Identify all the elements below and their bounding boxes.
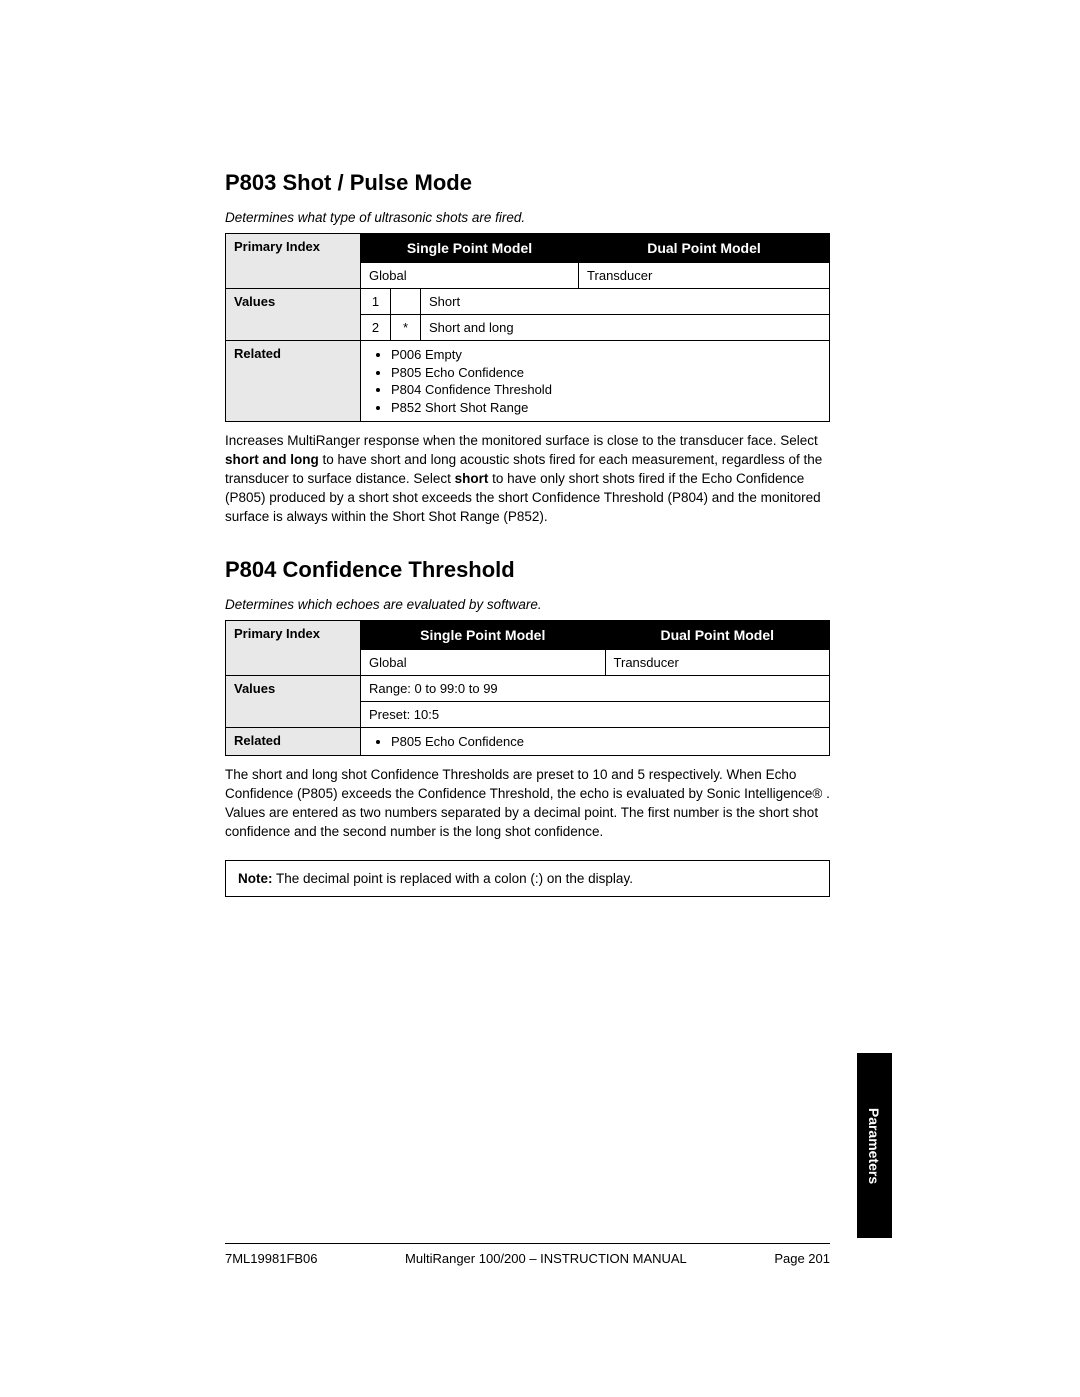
cell-single-point-header-2: Single Point Model [361, 620, 606, 649]
footer-left: 7ML19981FB06 [225, 1251, 318, 1266]
cell-primary-index-label: Primary Index [226, 234, 361, 289]
cell-val2-text: Short and long [421, 315, 830, 341]
cell-values-label: Values [226, 289, 361, 341]
related-item: P805 Echo Confidence [391, 364, 821, 382]
footer-center: MultiRanger 100/200 – INSTRUCTION MANUAL [405, 1251, 687, 1266]
cell-val1-star [391, 289, 421, 315]
note-label: Note: [238, 871, 273, 886]
cell-dual-point-header: Dual Point Model [579, 234, 830, 263]
note-box: Note: The decimal point is replaced with… [225, 860, 830, 897]
cell-primary-index-label-2: Primary Index [226, 620, 361, 675]
cell-related-label-2: Related [226, 727, 361, 756]
cell-range: Range: 0 to 99:0 to 99 [361, 675, 830, 701]
cell-related-label: Related [226, 341, 361, 422]
cell-val2-star: * [391, 315, 421, 341]
cell-val1-text: Short [421, 289, 830, 315]
side-tab-label: Parameters [867, 1107, 883, 1183]
footer-right: Page 201 [774, 1251, 830, 1266]
cell-values-label-2: Values [226, 675, 361, 727]
cell-related-list: P006 Empty P805 Echo Confidence P804 Con… [361, 341, 830, 422]
cell-global-2: Global [361, 649, 606, 675]
side-tab-parameters: Parameters [857, 1053, 892, 1238]
table-p804: Primary Index Single Point Model Dual Po… [225, 620, 830, 757]
heading-p804: P804 Confidence Threshold [225, 557, 830, 583]
cell-val2-num: 2 [361, 315, 391, 341]
desc-p803: Determines what type of ultrasonic shots… [225, 210, 830, 225]
related-item: P805 Echo Confidence [391, 733, 821, 751]
page-footer: 7ML19981FB06 MultiRanger 100/200 – INSTR… [225, 1243, 830, 1266]
cell-single-point-header: Single Point Model [361, 234, 579, 263]
cell-val1-num: 1 [361, 289, 391, 315]
body-p804: The short and long shot Confidence Thres… [225, 766, 830, 842]
page-content: P803 Shot / Pulse Mode Determines what t… [225, 170, 830, 897]
heading-p803: P803 Shot / Pulse Mode [225, 170, 830, 196]
related-item: P804 Confidence Threshold [391, 381, 821, 399]
body-p803: Increases MultiRanger response when the … [225, 432, 830, 526]
cell-related-list-2: P805 Echo Confidence [361, 727, 830, 756]
cell-transducer-2: Transducer [605, 649, 829, 675]
cell-transducer: Transducer [579, 263, 830, 289]
related-item: P006 Empty [391, 346, 821, 364]
related-item: P852 Short Shot Range [391, 399, 821, 417]
cell-preset: Preset: 10:5 [361, 701, 830, 727]
note-text: The decimal point is replaced with a col… [273, 871, 633, 886]
table-p803: Primary Index Single Point Model Dual Po… [225, 233, 830, 422]
desc-p804: Determines which echoes are evaluated by… [225, 597, 830, 612]
cell-dual-point-header-2: Dual Point Model [605, 620, 829, 649]
cell-global: Global [361, 263, 579, 289]
